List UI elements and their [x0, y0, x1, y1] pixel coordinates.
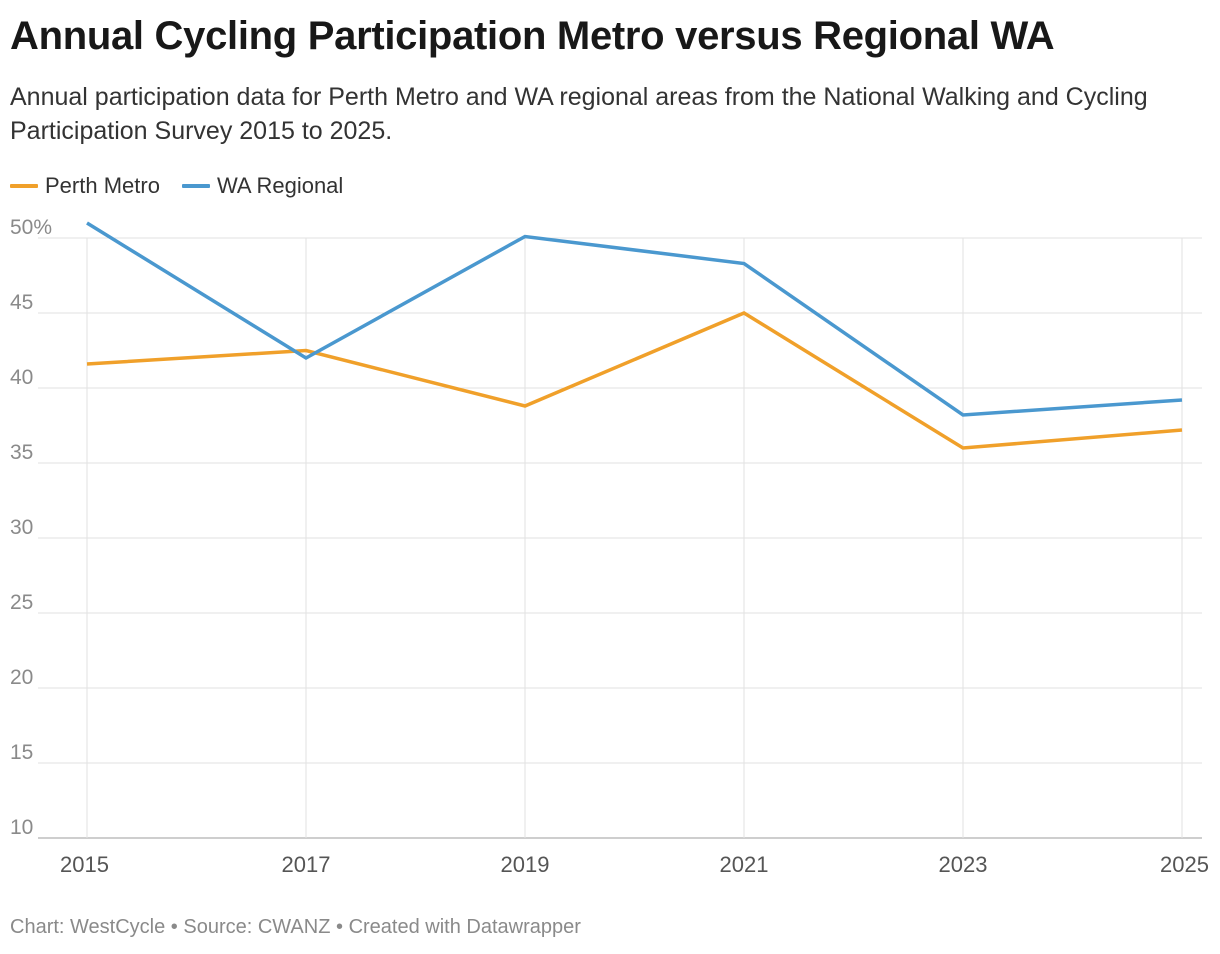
chart-subtitle: Annual participation data for Perth Metr…: [10, 83, 1148, 145]
series-line-wa-regional: [86, 221, 1183, 417]
y-tick-label: 25: [10, 591, 33, 614]
footer-created-with: Created with Datawrapper: [348, 916, 581, 938]
x-tick-label: 2021: [720, 852, 769, 877]
y-axis-tick-labels: 10 15 20 25 30 35 40 45 50%: [10, 216, 52, 839]
x-gridlines: [86, 238, 1183, 838]
legend-item-wa-regional: WA Regional: [181, 173, 344, 199]
y-tick-label: 15: [10, 741, 33, 764]
series-line-perth-metro: [86, 311, 1183, 450]
x-tick-label: 2015: [60, 852, 109, 877]
legend: Perth Metro WA Regional: [10, 170, 343, 202]
y-tick-label: 40: [10, 366, 33, 389]
x-axis-tick-labels: 2015 2017 2019 2021 2023 2025: [60, 852, 1209, 877]
series-lines: [86, 221, 1183, 450]
legend-label-wa-regional: WA Regional: [216, 173, 344, 198]
x-tick-label: 2019: [501, 852, 550, 877]
y-tick-label: 45: [10, 291, 33, 314]
chart-footer: Chart: WestCycle • Source: CWANZ • Creat…: [10, 916, 581, 939]
chart-title: Annual Cycling Participation Metro versu…: [10, 14, 1055, 58]
x-tick-label: 2023: [939, 852, 988, 877]
legend-swatch-wa-regional: [181, 184, 210, 188]
footer-chart-credit: Chart: WestCycle: [10, 916, 166, 938]
x-tick-label: 2025: [1160, 852, 1209, 877]
footer-separator: •: [170, 916, 178, 938]
y-gridlines: [38, 237, 1202, 839]
y-tick-label: 35: [10, 441, 33, 464]
x-tick-label: 2017: [282, 852, 331, 877]
y-tick-label: 50%: [10, 216, 52, 239]
legend-swatch-perth-metro: [10, 184, 38, 188]
legend-label-perth-metro: Perth Metro: [45, 173, 160, 198]
y-tick-label: 10: [10, 816, 33, 839]
footer-separator: •: [336, 916, 344, 938]
y-tick-label: 30: [10, 516, 33, 539]
y-tick-label: 20: [10, 666, 33, 689]
footer-source: Source: CWANZ: [183, 916, 331, 938]
legend-item-perth-metro: Perth Metro: [10, 173, 160, 199]
